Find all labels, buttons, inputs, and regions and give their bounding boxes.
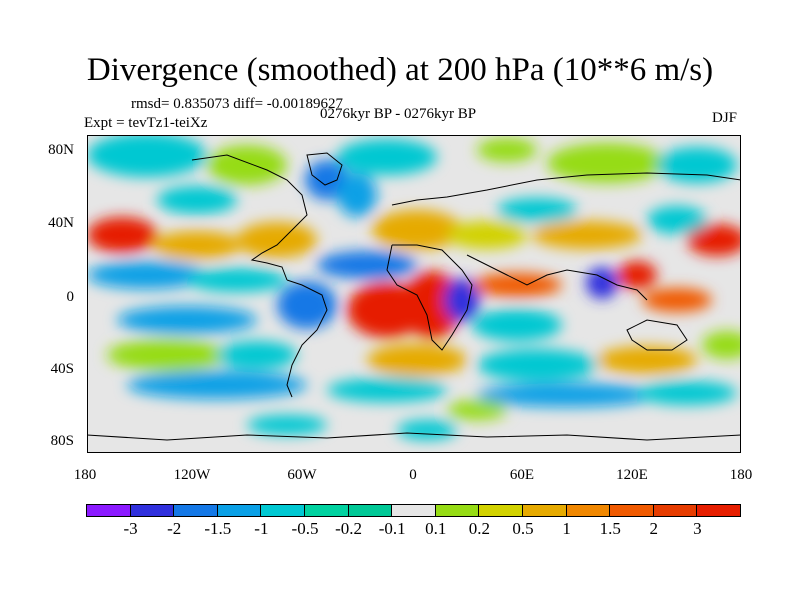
colorbar-box (609, 504, 654, 517)
colorbar-box (652, 504, 698, 517)
colorbar-box (565, 504, 611, 517)
lon-label-60e: 60E (509, 467, 535, 483)
colorbar-label: -3 (123, 519, 138, 538)
divergence-map (87, 135, 741, 453)
lon-label-120w: 120W (173, 467, 211, 483)
colorbar-label: -2 (167, 519, 182, 538)
colorbar-box (696, 504, 741, 517)
field-layer (87, 135, 741, 441)
stats-text: rmsd= 0.835073 diff= -0.00189627 (131, 96, 344, 112)
colorbar-box (260, 504, 305, 517)
colorbar-label: -0.1 (378, 519, 406, 538)
colorbar-label: -1.5 (204, 519, 232, 538)
lon-label-180w: 180 (73, 467, 97, 483)
colorbar-box (216, 504, 262, 517)
colorbar-box (173, 504, 218, 517)
period-text: 0276kyr BP - 0276kyr BP (320, 106, 477, 122)
colorbar-box (303, 504, 349, 517)
season-text: DJF (712, 110, 738, 126)
colorbar-label: 0.1 (425, 519, 447, 538)
lat-label-80s: 80S (50, 433, 74, 449)
colorbar-label: 3 (693, 519, 702, 538)
colorbar-box (434, 504, 480, 517)
colorbar-label: 0.2 (468, 519, 491, 538)
colorbar-box (86, 504, 131, 517)
lon-label-180e: 180 (729, 467, 753, 483)
lat-label-80n: 80N (48, 142, 74, 158)
coastlines (87, 152, 741, 441)
colorbar (86, 504, 741, 517)
lon-label-60w: 60W (287, 467, 317, 483)
colorbar-box (478, 504, 523, 517)
colorbar-box (347, 504, 393, 517)
map-frame (87, 135, 741, 453)
colorbar-label: 1.5 (599, 519, 621, 538)
experiment-text: Expt = tevTz1-teiXz (84, 115, 208, 131)
plot-title: Divergence (smoothed) at 200 hPa (10**6 … (86, 52, 714, 88)
lat-label-40n: 40N (48, 215, 74, 231)
lat-label-40s: 40S (50, 361, 74, 377)
colorbar-box (129, 504, 175, 517)
colorbar-label: 2 (649, 519, 659, 538)
colorbar-label: -1 (254, 519, 269, 538)
colorbar-label: 1 (562, 519, 571, 538)
lon-label-0: 0 (409, 467, 417, 483)
colorbar-box (521, 504, 567, 517)
colorbar-box (391, 504, 436, 517)
colorbar-label: 0.5 (512, 519, 534, 538)
colorbar-label: -0.2 (335, 519, 363, 538)
lon-label-120e: 120E (616, 467, 648, 483)
colorbar-label: -0.5 (291, 519, 319, 538)
lat-label-0: 0 (66, 289, 75, 305)
